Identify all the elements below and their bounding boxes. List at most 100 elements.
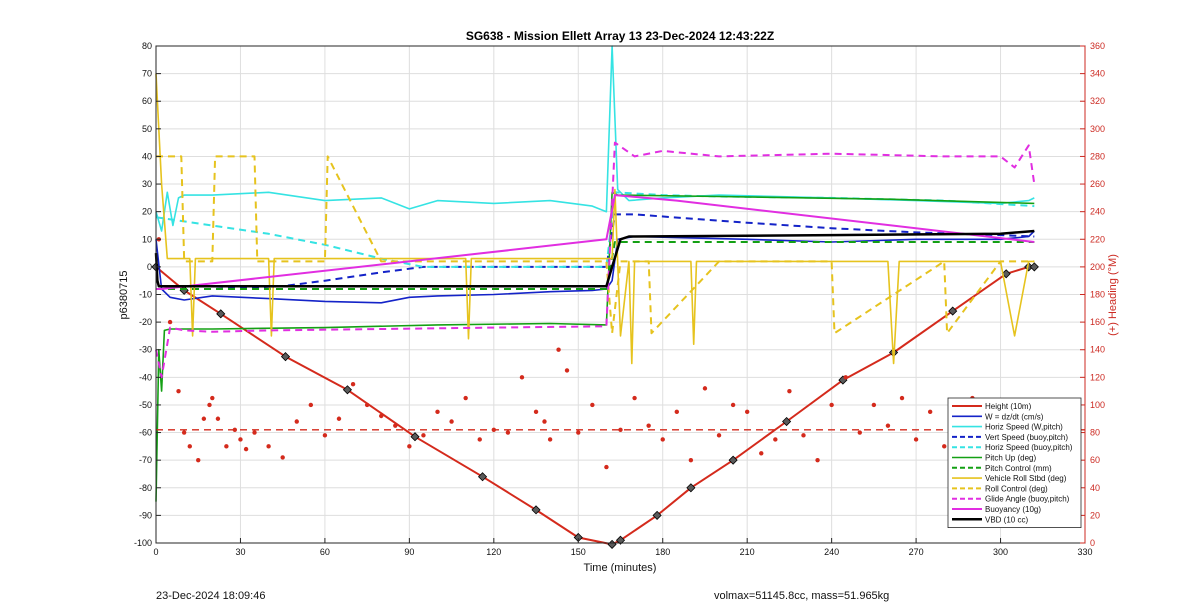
- height-marker: [410, 432, 420, 442]
- heading-point: [266, 444, 271, 449]
- heading-point: [542, 419, 547, 424]
- axes: 0 30 60 90 120 150 180 210 240 270 300 330-100-90-8…: [134, 41, 1105, 557]
- y-axis-label-right: (+) Heading (°M): [1107, 254, 1119, 336]
- y-tick-label-right: 220: [1090, 234, 1105, 244]
- height-marker: [782, 416, 792, 427]
- y-tick-label-left: 30: [142, 179, 152, 189]
- y-tick-label-right: 20: [1090, 510, 1100, 520]
- y-tick-label-left: -10: [139, 290, 152, 300]
- heading-point: [477, 437, 482, 442]
- y-tick-label-left: -40: [139, 372, 152, 382]
- y-tick-label-right: 360: [1090, 41, 1105, 51]
- footer-timestamp: 23-Dec-2024 18:09:46: [156, 590, 266, 602]
- heading-point: [604, 464, 609, 470]
- y-tick-label-left: 40: [142, 151, 152, 161]
- x-tick-label: 120: [486, 547, 501, 557]
- heading-point: [449, 419, 454, 424]
- legend-label: Glide Angle (buoy,pitch): [985, 495, 1070, 504]
- legend-label: Buoyancy (10g): [985, 505, 1041, 514]
- heading-point: [871, 402, 877, 408]
- chart-title: SG638 - Mission Ellett Array 13 23-Dec-2…: [466, 29, 774, 43]
- legend-label: Horiz Speed (W,pitch): [985, 423, 1063, 432]
- height-marker: [1001, 269, 1011, 279]
- heading-point: [815, 457, 820, 463]
- heading-point: [744, 409, 750, 415]
- heading-point: [407, 444, 412, 449]
- heading-point: [207, 402, 212, 408]
- heading-point: [843, 375, 848, 380]
- height-marker: [728, 455, 738, 465]
- heading-point: [759, 451, 764, 456]
- legend-label: Roll Control (deg): [985, 484, 1048, 493]
- heading-point: [243, 446, 249, 452]
- y-tick-label-right: 0: [1090, 538, 1095, 548]
- heading-point: [660, 437, 665, 442]
- heading-point: [730, 402, 736, 408]
- x-tick-label: 210: [740, 547, 755, 557]
- heading-point: [210, 395, 215, 401]
- heading-point: [716, 433, 722, 438]
- y-tick-label-right: 340: [1090, 69, 1105, 79]
- legend-label: Pitch Control (mm): [985, 464, 1052, 473]
- series-line-9: [155, 141, 1036, 379]
- legend-label: Vehicle Roll Stbd (deg): [985, 474, 1067, 483]
- y-tick-label-left: -80: [139, 483, 152, 493]
- y-tick-label-right: 80: [1090, 428, 1100, 438]
- y-tick-label-right: 300: [1090, 124, 1105, 134]
- y-tick-label-left: 20: [142, 207, 152, 217]
- y-tick-label-left: -100: [134, 538, 152, 548]
- heading-point: [280, 455, 285, 460]
- y-tick-label-left: -90: [139, 510, 152, 520]
- heading-point: [576, 430, 581, 435]
- y-axis-label-left: p6380715: [118, 271, 130, 320]
- y-tick-label-left: -70: [139, 455, 152, 465]
- height-marker: [686, 483, 696, 493]
- y-tick-label-right: 260: [1090, 179, 1105, 189]
- heading-point: [187, 444, 192, 449]
- legend-label: Vert Speed (buoy,pitch): [985, 433, 1068, 442]
- y-tick-label-left: 50: [142, 124, 152, 134]
- series-layer: [151, 45, 1039, 549]
- heading-point: [491, 427, 497, 432]
- y-tick-label-left: -50: [139, 400, 152, 410]
- y-tick-label-right: 180: [1090, 290, 1105, 300]
- heading-point: [899, 395, 905, 401]
- x-axis-label: Time (minutes): [584, 562, 657, 574]
- x-tick-label: 180: [655, 547, 670, 557]
- legend-label: Height (10m): [985, 402, 1032, 411]
- y-tick-label-right: 60: [1090, 455, 1100, 465]
- y-tick-label-right: 40: [1090, 483, 1100, 493]
- heading-point: [927, 409, 933, 415]
- legend-box: [947, 397, 1082, 529]
- heading-point: [829, 402, 834, 408]
- y-tick-label-right: 200: [1090, 262, 1105, 272]
- heading-point: [379, 413, 384, 419]
- x-tick-label: 300: [993, 547, 1008, 557]
- y-tick-label-left: -20: [139, 317, 152, 327]
- x-tick-label: 240: [824, 547, 839, 557]
- heading-point: [646, 423, 651, 428]
- height-marker: [948, 306, 958, 316]
- heading-point: [294, 419, 299, 424]
- height-marker: [615, 535, 626, 545]
- height-marker: [477, 472, 488, 482]
- heading-point: [238, 437, 243, 442]
- legend-label: VBD (10 cc): [985, 515, 1028, 524]
- legend-label: Horiz Speed (buoy,pitch): [985, 443, 1073, 452]
- y-tick-label-right: 120: [1090, 372, 1105, 382]
- series-line-6: [156, 241, 1035, 290]
- height-marker: [652, 510, 662, 520]
- heading-point: [519, 375, 525, 380]
- heading-point: [196, 457, 201, 463]
- y-tick-label-left: 80: [142, 41, 152, 51]
- heading-point: [201, 416, 207, 421]
- heading-point: [632, 395, 637, 401]
- heading-point: [232, 427, 238, 432]
- heading-point: [463, 395, 468, 401]
- heading-point: [556, 347, 561, 352]
- heading-point: [885, 423, 891, 428]
- x-tick-label: 150: [571, 547, 586, 557]
- legend-label: W = dz/dt (cm/s): [985, 412, 1044, 421]
- heading-point: [702, 386, 708, 391]
